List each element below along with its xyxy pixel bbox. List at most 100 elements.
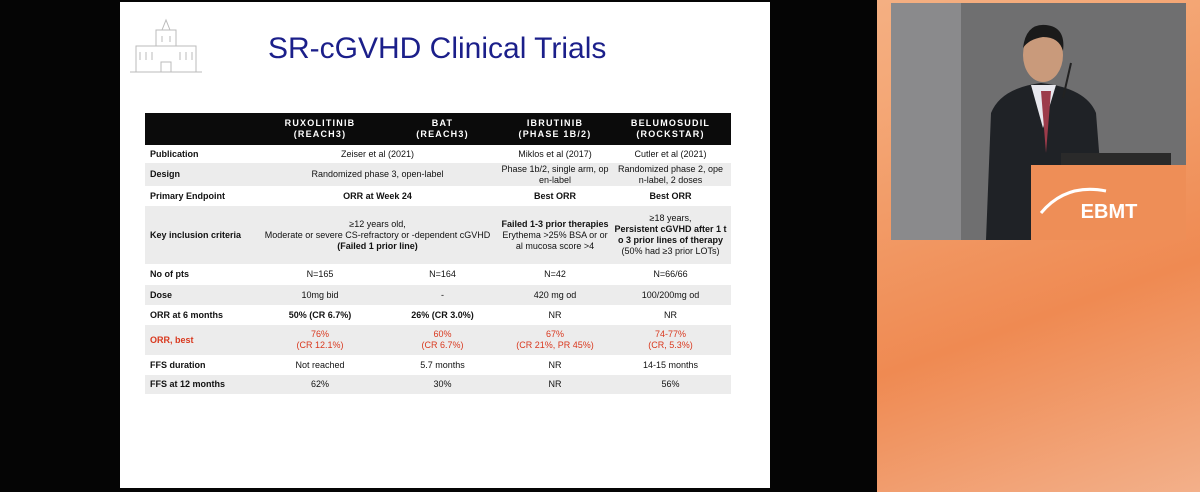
table-cell: 56% <box>610 375 731 394</box>
cell-line: ≥18 years, <box>649 213 692 223</box>
video-frame: EBMT <box>891 3 1186 240</box>
table-cell: Randomized phase 3, open-label <box>255 163 500 186</box>
cell-line: N=66/66 <box>653 269 688 279</box>
cell-line: ORR at Week 24 <box>343 190 412 201</box>
cell-line: - <box>441 289 444 300</box>
cell-line: 26% (CR 3.0%) <box>411 309 474 320</box>
table-cell: 50% (CR 6.7%) <box>255 305 385 325</box>
cell-line: N=165 <box>306 269 334 279</box>
cell-line: Randomized phase 2, ope <box>617 163 724 174</box>
row-background <box>145 375 731 394</box>
row-background <box>145 325 731 355</box>
cell-line: Randomized phase 3, open-label <box>311 169 444 179</box>
cell-line: Failed 1-3 prior therapies <box>501 218 609 229</box>
logo-sketch <box>130 18 202 73</box>
cell-line: Not reached <box>295 359 345 370</box>
cell-line: 100/200mg od <box>641 289 700 300</box>
table-cell: Failed 1-3 prior therapies Erythema >25% … <box>500 206 610 264</box>
cell-line: 30% <box>433 379 452 389</box>
table-cell: NR <box>610 305 731 325</box>
table-cell: - <box>385 285 500 305</box>
row-background <box>145 355 731 375</box>
cell-line: N=164 <box>429 269 456 279</box>
cell-line: 420 mg od <box>533 289 577 300</box>
cell-line: Best ORR <box>649 190 692 201</box>
table-cell: 60% (CR 6.7%) <box>385 325 500 355</box>
cell-line: 10mg bid <box>301 289 339 300</box>
table-cell: 5.7 months <box>385 355 500 375</box>
cell-line: 74-77% <box>654 329 687 339</box>
row-label: Publication <box>150 148 199 159</box>
table-cell: 14-15 months <box>610 355 731 375</box>
cell-line: NR <box>548 379 562 389</box>
header-line: (REACH3) <box>416 129 469 139</box>
cell-line: ≥12 years old, <box>349 218 406 229</box>
cell-line: 56% <box>661 379 680 389</box>
table-cell: Best ORR <box>500 186 610 206</box>
table-cell: Zeiser et al (2021) <box>255 145 500 163</box>
cell-line: NR <box>664 309 677 320</box>
cell-line: Erythema >25% BSA or or <box>502 229 608 240</box>
table-cell: NR <box>500 305 610 325</box>
cell-line: 76% <box>310 329 329 339</box>
row-background <box>145 264 731 285</box>
table-cell: NR <box>500 375 610 394</box>
row-label: Design <box>150 169 181 179</box>
table-cell: Not reached <box>255 355 385 375</box>
row-background <box>145 285 731 305</box>
table-cell: 10mg bid <box>255 285 385 305</box>
row-background <box>145 145 731 163</box>
speaker-video: EBMT <box>891 3 1186 240</box>
slide: SR-cGVHD Clinical Trials RUXOLITINIB (REA… <box>120 2 770 488</box>
header-line: (ROCKSTAR) <box>636 129 705 139</box>
cell-line: Zeiser et al (2021) <box>340 148 415 159</box>
table-cell: Phase 1b/2, single arm, op en-label <box>500 163 610 186</box>
cell-line: (CR 6.7%) <box>421 340 464 350</box>
cell-line: (50% had ≥3 prior LOTs) <box>621 246 720 256</box>
header-line: BELUMOSUDIL <box>630 118 711 128</box>
cell-line: Moderate or severe CS-refractory or -dep… <box>264 229 491 240</box>
cell-line: al mucosa score >4 <box>515 240 595 251</box>
header-line: (REACH3) <box>293 129 347 139</box>
header-line: (PHASE 1B/2) <box>518 129 592 139</box>
cell-line: Miklos et al (2017) <box>518 148 592 159</box>
table-cell: 67% (CR 21%, PR 45%) <box>500 325 610 355</box>
row-label: Key inclusion criteria <box>150 229 242 240</box>
cell-line: 14-15 months <box>642 359 699 370</box>
cell-line: (CR, 5.3%) <box>648 340 693 350</box>
header-line: RUXOLITINIB <box>284 118 356 128</box>
cell-line: NR <box>548 309 562 320</box>
table-cell: N=42 <box>500 264 610 285</box>
podium-logo: EBMT <box>1081 201 1138 223</box>
cell-line: Cutler et al (2021) <box>634 148 707 159</box>
column-header: IBRUTINIB (PHASE 1B/2) <box>500 113 610 145</box>
slide-title: SR-cGVHD Clinical Trials <box>268 32 607 65</box>
cell-line: Persistent cGVHD after 1 t <box>614 224 727 234</box>
table-cell: 100/200mg od <box>610 285 731 305</box>
column-header: BAT (REACH3) <box>385 113 500 145</box>
row-background <box>145 186 731 206</box>
table-cell: Cutler et al (2021) <box>610 145 731 163</box>
cell-line: 67% <box>545 329 564 339</box>
column-header: RUXOLITINIB (REACH3) <box>255 113 385 145</box>
row-label: No of pts <box>150 269 189 279</box>
cell-line: n-label, 2 doses <box>638 174 703 185</box>
table-cell: 26% (CR 3.0%) <box>385 305 500 325</box>
cell-line: NR <box>548 359 562 370</box>
row-background <box>145 163 731 186</box>
header-line: IBRUTINIB <box>526 118 584 128</box>
column-header: BELUMOSUDIL (ROCKSTAR) <box>610 113 731 145</box>
cell-line: 62% <box>310 379 329 389</box>
table-cell: Best ORR <box>610 186 731 206</box>
row-background <box>145 305 731 325</box>
cell-line: 50% (CR 6.7%) <box>288 309 352 320</box>
cell-line: o 3 prior lines of therapy <box>617 235 724 245</box>
cell-line: (Failed 1 prior line) <box>337 240 418 251</box>
cell-line: en-label <box>538 174 572 185</box>
cell-line: 60% <box>433 329 452 339</box>
cell-line: Phase 1b/2, single arm, op <box>501 163 609 174</box>
table-cell: 74-77% (CR, 5.3%) <box>610 325 731 355</box>
table-cell: Miklos et al (2017) <box>500 145 610 163</box>
table-cell: 62% <box>255 375 385 394</box>
